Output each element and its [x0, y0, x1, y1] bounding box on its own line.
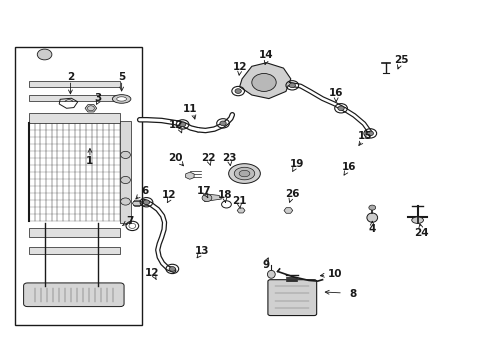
Polygon shape — [29, 247, 120, 253]
Text: 7: 7 — [126, 216, 133, 226]
Circle shape — [368, 205, 375, 210]
Circle shape — [121, 198, 130, 205]
Text: 14: 14 — [259, 50, 273, 60]
Circle shape — [202, 194, 211, 202]
Text: 13: 13 — [194, 246, 208, 256]
Polygon shape — [284, 208, 292, 213]
Polygon shape — [185, 172, 194, 179]
Polygon shape — [29, 228, 120, 237]
Circle shape — [143, 200, 149, 204]
Circle shape — [121, 151, 130, 158]
Polygon shape — [239, 63, 290, 99]
Text: 6: 6 — [141, 186, 148, 197]
Circle shape — [235, 89, 241, 93]
Circle shape — [220, 121, 226, 126]
Circle shape — [179, 122, 185, 127]
Polygon shape — [237, 208, 244, 213]
Polygon shape — [29, 81, 120, 87]
Text: 12: 12 — [169, 121, 183, 130]
Text: 26: 26 — [285, 189, 299, 199]
Polygon shape — [85, 104, 97, 112]
Text: 5: 5 — [118, 72, 125, 82]
Circle shape — [251, 73, 276, 91]
FancyBboxPatch shape — [267, 280, 316, 316]
Circle shape — [337, 106, 344, 111]
Circle shape — [37, 49, 52, 60]
Text: 16: 16 — [328, 88, 343, 98]
Text: 19: 19 — [289, 159, 304, 169]
Text: 20: 20 — [168, 153, 182, 163]
Text: 1: 1 — [86, 156, 93, 166]
Polygon shape — [203, 194, 221, 202]
FancyBboxPatch shape — [23, 283, 124, 307]
Polygon shape — [29, 113, 120, 123]
Polygon shape — [132, 200, 142, 206]
Text: 4: 4 — [368, 225, 375, 234]
Text: 2: 2 — [67, 72, 74, 82]
Text: 23: 23 — [222, 153, 237, 163]
Polygon shape — [29, 95, 120, 101]
Ellipse shape — [411, 217, 423, 224]
Circle shape — [121, 176, 130, 184]
Ellipse shape — [112, 95, 131, 103]
Circle shape — [288, 83, 295, 87]
Text: 22: 22 — [200, 153, 215, 163]
Text: 25: 25 — [393, 55, 408, 65]
Text: 18: 18 — [217, 190, 232, 200]
Text: 12: 12 — [162, 190, 176, 200]
Circle shape — [366, 131, 373, 136]
Text: 11: 11 — [182, 104, 197, 114]
Text: 9: 9 — [263, 260, 269, 270]
Text: 16: 16 — [342, 162, 356, 172]
Text: 3: 3 — [94, 93, 102, 103]
Text: 21: 21 — [232, 196, 246, 206]
Ellipse shape — [267, 270, 275, 278]
Text: 8: 8 — [348, 289, 356, 299]
Text: 10: 10 — [327, 269, 341, 279]
Polygon shape — [120, 121, 131, 223]
Text: 24: 24 — [413, 228, 427, 238]
Ellipse shape — [228, 164, 260, 183]
Circle shape — [169, 267, 175, 271]
Text: 15: 15 — [357, 131, 372, 141]
Ellipse shape — [366, 213, 377, 222]
Text: 12: 12 — [144, 267, 159, 278]
Text: 17: 17 — [197, 186, 211, 197]
Ellipse shape — [117, 97, 126, 101]
Ellipse shape — [234, 167, 254, 180]
Text: 12: 12 — [232, 62, 246, 72]
Ellipse shape — [239, 170, 249, 177]
